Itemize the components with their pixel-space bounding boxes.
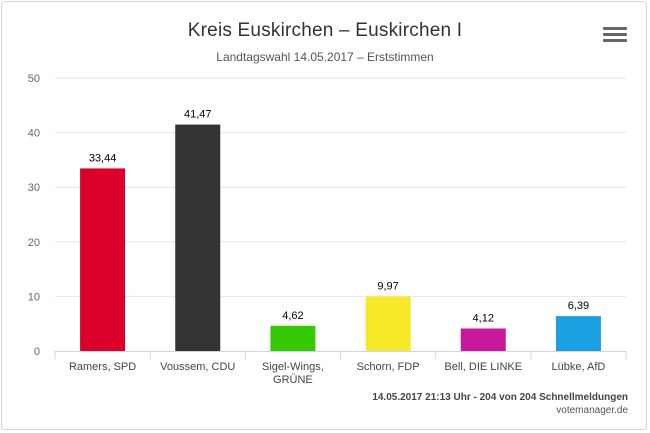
bar-value-label: 4,12 [473, 313, 494, 325]
y-tick-label: 50 [28, 73, 40, 85]
y-tick-label: 0 [34, 346, 40, 358]
y-tick-label: 40 [28, 128, 40, 140]
bar-value-label: 6,39 [568, 300, 589, 312]
menu-line [603, 33, 627, 36]
x-tick-label: Voussem, CDU [160, 361, 235, 373]
y-tick-label: 20 [28, 237, 40, 249]
bar[interactable] [555, 316, 601, 351]
menu-line [603, 27, 627, 30]
x-tick-label: Schorn, FDP [357, 361, 420, 373]
x-axis: Ramers, SPD Voussem, CDU Sigel-Wings,GRÜNE… [54, 351, 627, 386]
x-tick-label: Ramers, SPD [69, 361, 136, 373]
bar[interactable] [460, 328, 506, 351]
bar[interactable] [365, 296, 411, 351]
bar[interactable] [80, 168, 126, 351]
bar-value-label: 4,62 [282, 310, 303, 322]
chart-subtitle: Landtagswahl 14.05.2017 – Erststimmen [216, 50, 434, 64]
x-tick-label: GRÜNE [273, 374, 313, 386]
footer-status: 14.05.2017 21:13 Uhr - 204 von 204 Schne… [372, 392, 628, 403]
x-tick-label: Lübke, AfD [552, 361, 606, 373]
bar[interactable] [270, 325, 316, 351]
y-tick-label: 10 [28, 291, 40, 303]
chart-title: Kreis Euskirchen – Euskirchen I [187, 20, 463, 41]
bar[interactable] [175, 124, 221, 352]
menu-line [603, 39, 627, 42]
bars: 33,44 41,47 4,62 9,97 4,12 6,39 [80, 109, 601, 352]
y-tick-label: 30 [28, 182, 40, 194]
y-axis-ticks: 0 10 20 30 40 50 [28, 73, 40, 358]
bar-value-label: 9,97 [377, 281, 398, 293]
bar-value-label: 33,44 [89, 152, 117, 164]
x-tick-label: Bell, DIE LINKE [444, 361, 522, 373]
hamburger-menu-icon[interactable] [603, 27, 627, 47]
x-tick-label: Sigel-Wings, [262, 361, 324, 373]
bar-value-label: 41,47 [184, 109, 212, 121]
footer-source-link[interactable]: votemanager.de [556, 405, 628, 416]
grid-lines [55, 77, 626, 297]
